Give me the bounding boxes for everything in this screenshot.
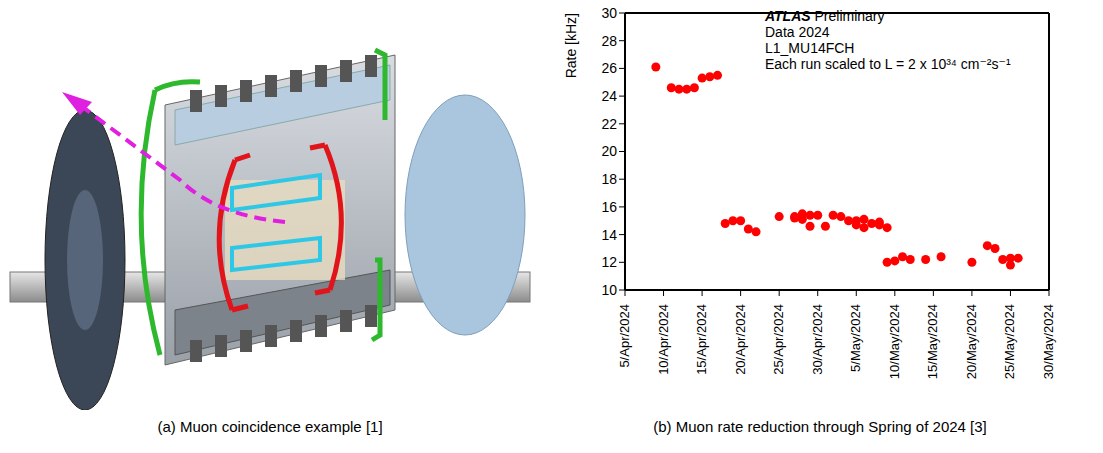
svg-text:Rate [kHz]: Rate [kHz] [563,13,579,78]
svg-text:14: 14 [601,227,617,243]
html-text:ATLAS Preliminary: ATLAS Preliminary [765,8,885,24]
svg-text:15/May/2024: 15/May/2024 [925,304,940,379]
svg-text:30/Apr/2024: 30/Apr/2024 [810,304,825,375]
svg-text:10: 10 [601,282,617,298]
html-text:L1_MU14FCH: L1_MU14FCH [765,40,855,56]
svg-text:20/Apr/2024: 20/Apr/2024 [733,304,748,375]
svg-text:5/Apr/2024: 5/Apr/2024 [617,304,632,368]
html-text:Each run scaled to L = 2 x 10³: Each run scaled to L = 2 x 10³⁴ cm⁻²s⁻¹ [765,56,1011,72]
svg-text:22: 22 [601,116,617,132]
svg-text:10/May/2024: 10/May/2024 [887,304,902,379]
html-text:(b) Muon rate reduction throug: (b) Muon rate reduction through Spring o… [653,418,987,435]
svg-text:30: 30 [601,5,617,21]
svg-text:12: 12 [601,254,617,270]
svg-text:15/Apr/2024: 15/Apr/2024 [694,304,709,375]
html-text:Data 2024: Data 2024 [765,24,830,40]
svg-text:18: 18 [601,171,617,187]
svg-text:25/Apr/2024: 25/Apr/2024 [771,304,786,375]
svg-text:20: 20 [601,143,617,159]
svg-text:5/May/2024: 5/May/2024 [848,304,863,372]
svg-text:26: 26 [601,60,617,76]
svg-text:25/May/2024: 25/May/2024 [1002,304,1017,379]
svg-text:24: 24 [601,88,617,104]
svg-text:16: 16 [601,199,617,215]
html-text:(a) Muon coincidence example [: (a) Muon coincidence example [1] [157,418,383,435]
svg-text:30/May/2024: 30/May/2024 [1041,304,1056,379]
svg-text:10/Apr/2024: 10/Apr/2024 [656,304,671,375]
svg-text:20/May/2024: 20/May/2024 [964,304,979,379]
svg-text:28: 28 [601,33,617,49]
